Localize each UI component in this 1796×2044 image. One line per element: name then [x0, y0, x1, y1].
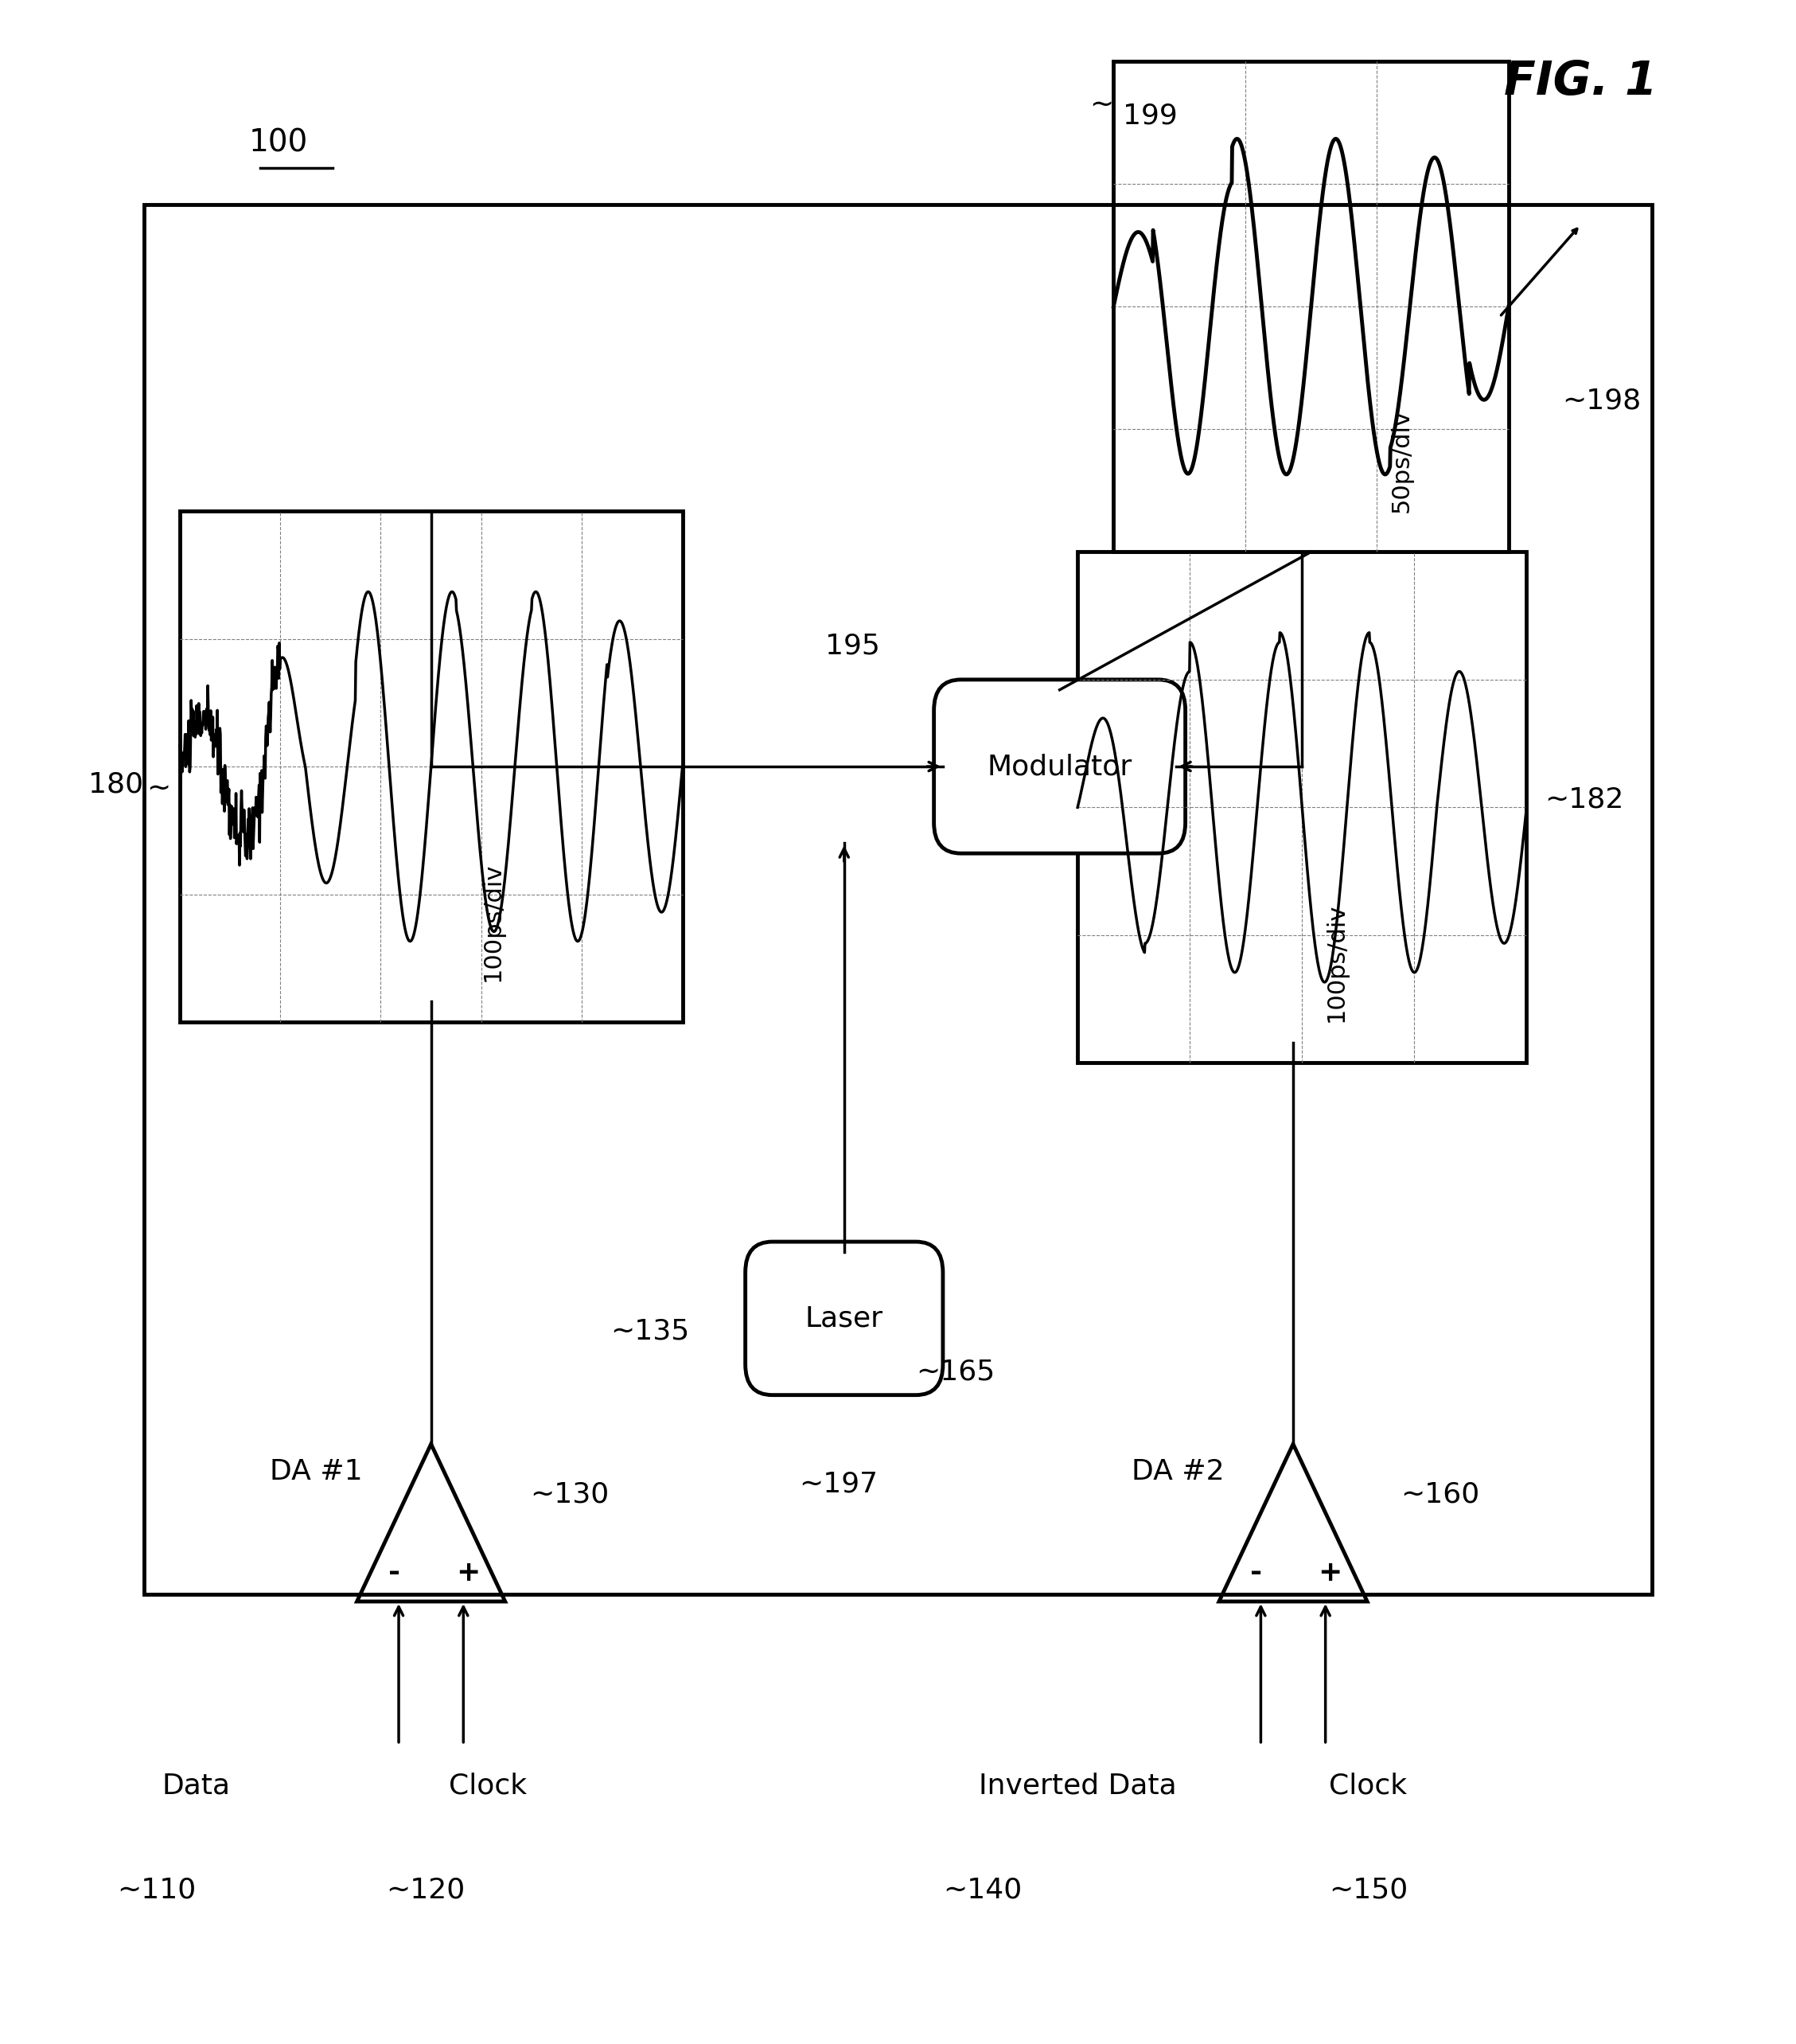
Text: 100: 100 — [250, 129, 307, 157]
Text: Clock: Clock — [449, 1772, 526, 1799]
Bar — [1078, 552, 1527, 1063]
Text: ∼198: ∼198 — [1563, 386, 1642, 415]
Text: ∼130: ∼130 — [530, 1480, 609, 1508]
Text: ∼182: ∼182 — [1545, 785, 1624, 814]
Text: +: + — [456, 1560, 480, 1586]
Text: 180: 180 — [88, 771, 144, 797]
Text: ∼150: ∼150 — [1329, 1876, 1408, 1903]
Text: ∼165: ∼165 — [916, 1357, 995, 1386]
Text: Inverted Data: Inverted Data — [979, 1772, 1176, 1799]
FancyBboxPatch shape — [934, 679, 1185, 854]
Text: Clock: Clock — [1329, 1772, 1406, 1799]
Text: -: - — [388, 1560, 401, 1586]
Text: ∼140: ∼140 — [943, 1876, 1022, 1903]
Text: ∼: ∼ — [147, 775, 171, 803]
Text: 50ps/div: 50ps/div — [1390, 409, 1413, 513]
Bar — [180, 511, 682, 1022]
Text: 100ps/div: 100ps/div — [481, 863, 505, 981]
Text: 100ps/div: 100ps/div — [1325, 903, 1347, 1022]
Text: -: - — [1250, 1560, 1263, 1586]
Text: ∼197: ∼197 — [799, 1470, 878, 1498]
Text: 195: 195 — [824, 632, 880, 660]
Bar — [144, 204, 1652, 1594]
Text: DA #2: DA #2 — [1131, 1457, 1225, 1486]
Text: Modulator: Modulator — [988, 752, 1131, 781]
Text: ∼135: ∼135 — [611, 1316, 690, 1345]
Text: +: + — [1318, 1560, 1342, 1586]
Text: ∼: ∼ — [1090, 92, 1114, 119]
FancyBboxPatch shape — [745, 1241, 943, 1394]
Text: 199: 199 — [1122, 102, 1176, 129]
Text: ∼110: ∼110 — [117, 1876, 196, 1903]
Text: DA #1: DA #1 — [269, 1457, 363, 1486]
Text: Data: Data — [162, 1772, 230, 1799]
Text: ∼160: ∼160 — [1401, 1480, 1480, 1508]
Text: Laser: Laser — [805, 1304, 884, 1333]
Text: ∼120: ∼120 — [386, 1876, 465, 1903]
Bar — [1114, 61, 1509, 552]
Text: FIG. 1: FIG. 1 — [1503, 59, 1658, 104]
